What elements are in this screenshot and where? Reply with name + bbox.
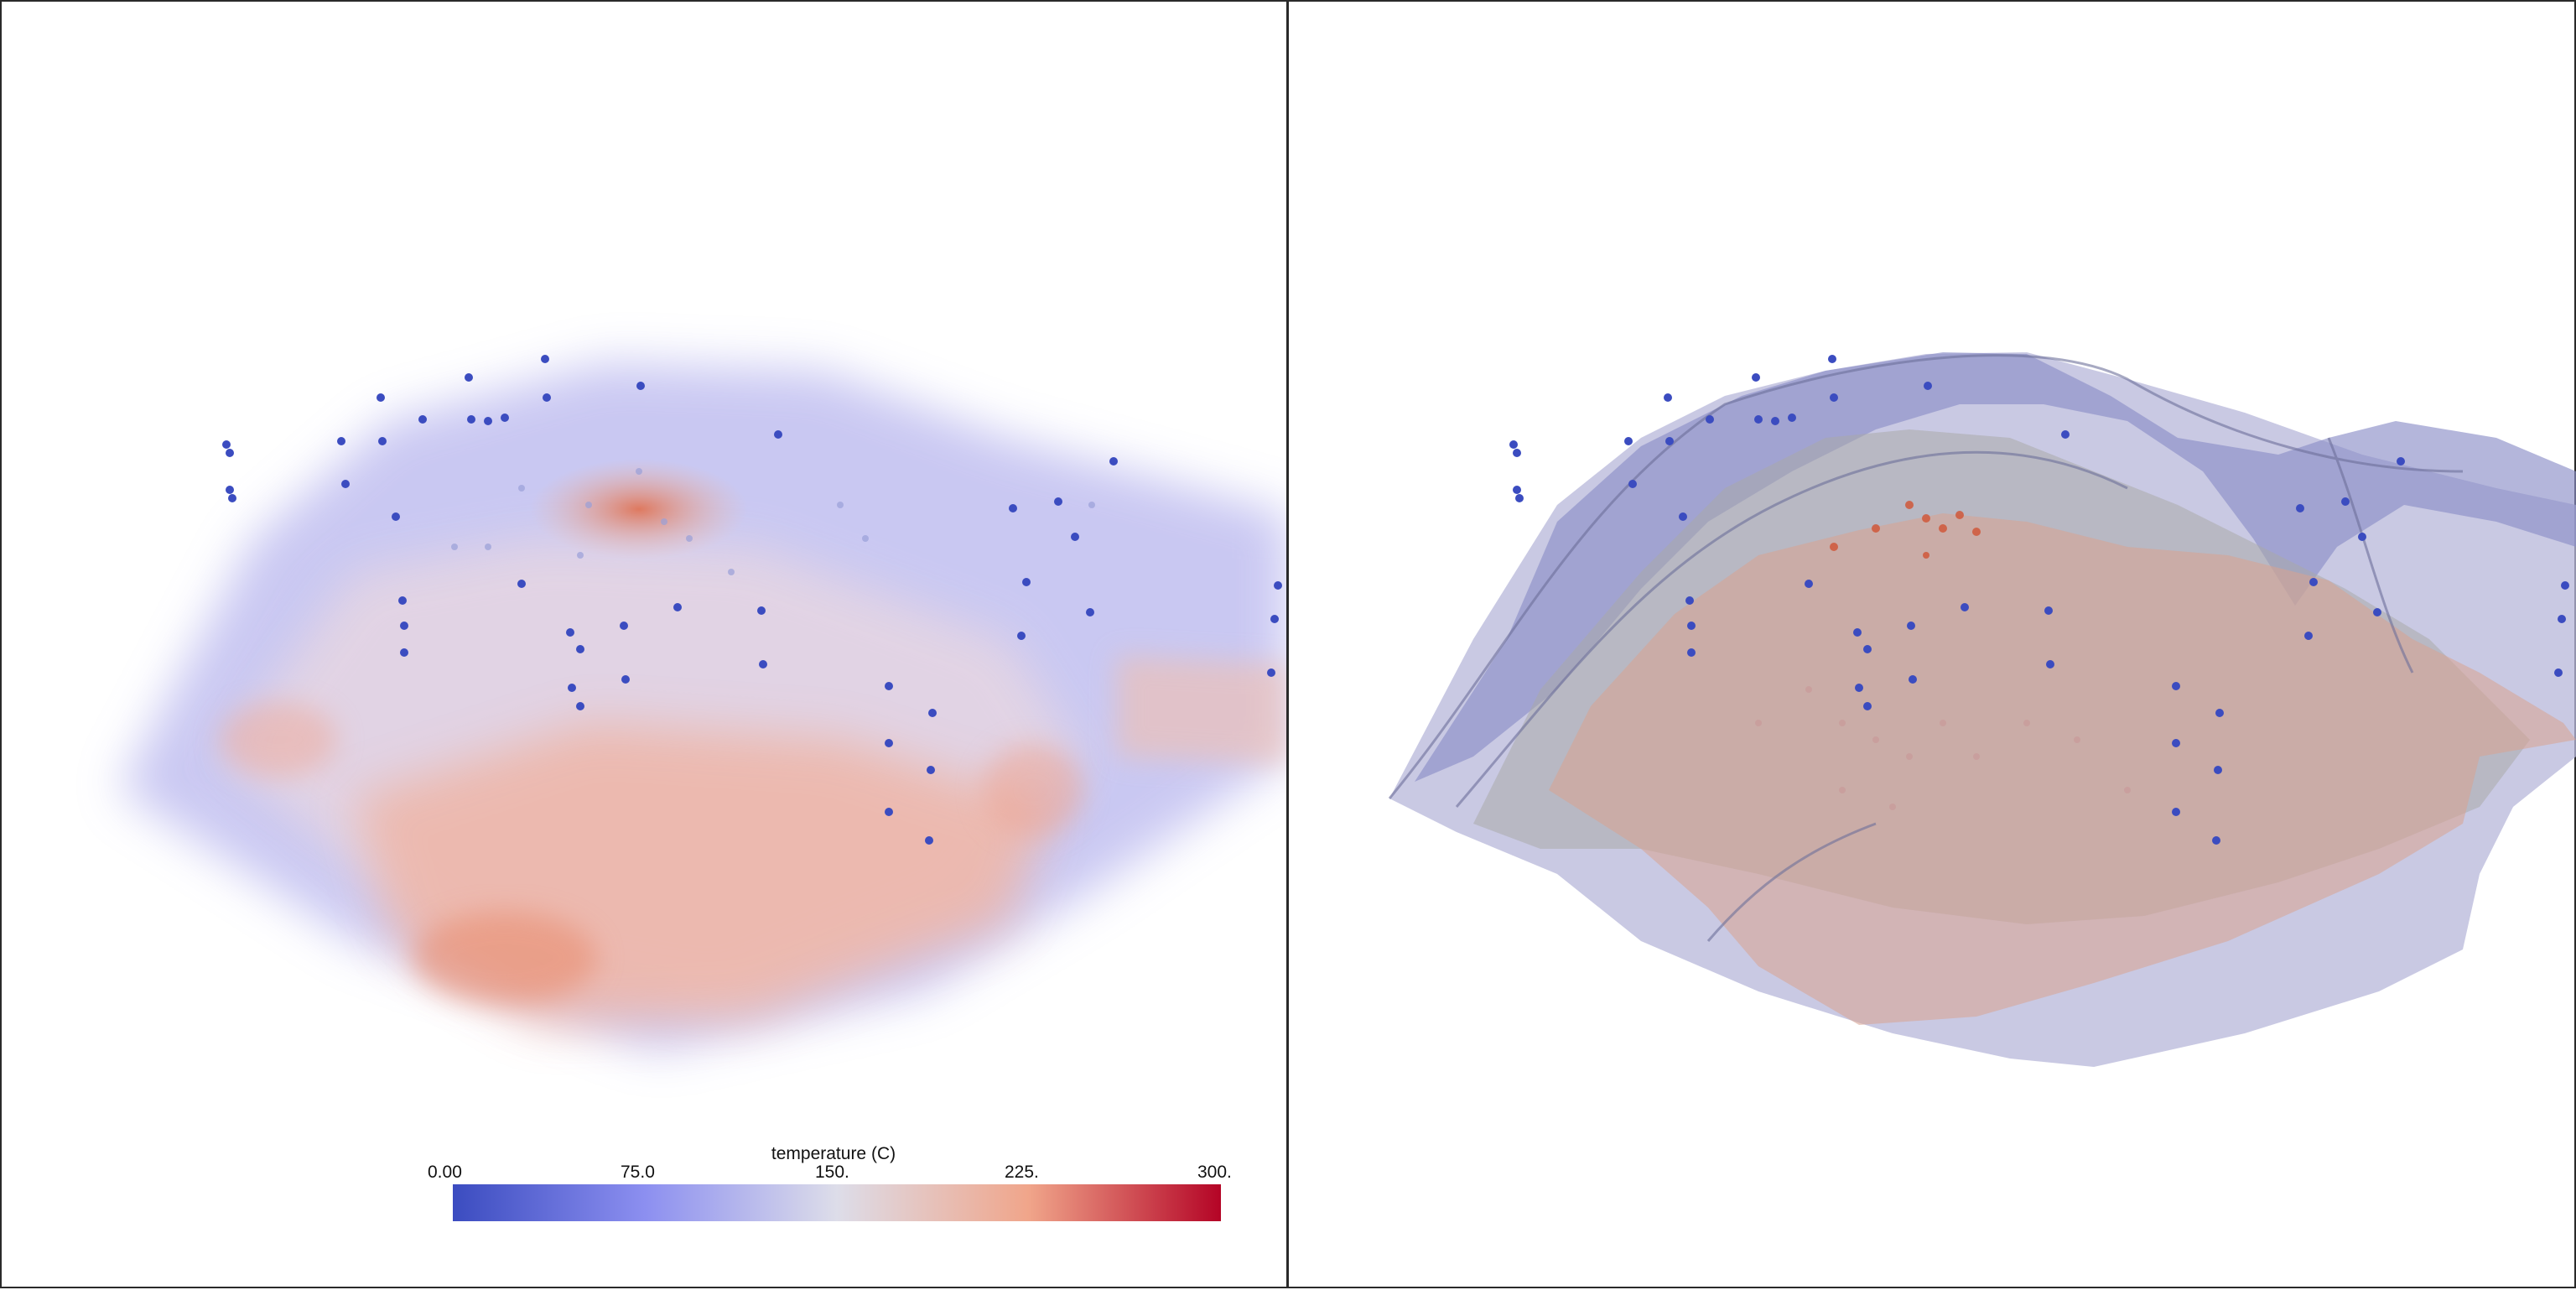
sample-points-left bbox=[222, 355, 1282, 845]
isosurface-scene bbox=[1388, 352, 2576, 1067]
scalar-bar-title: temperature (C) bbox=[771, 1144, 896, 1163]
sample-points-right bbox=[1509, 355, 2569, 845]
left-render-viewport[interactable]: temperature (C) 0.00 75.0 150. 225. 300. bbox=[0, 0, 1288, 1288]
volume-hot-spot-top bbox=[530, 459, 748, 559]
scalar-tick-1: 75.0 bbox=[621, 1163, 655, 1182]
volume-hot-spot-bottom bbox=[413, 912, 597, 1004]
volume-hot-spot-left bbox=[220, 702, 337, 778]
temperature-scalar-bar: temperature (C) 0.00 75.0 150. 225. 300. bbox=[423, 1144, 1244, 1228]
right-render-viewport[interactable] bbox=[1289, 0, 2576, 1288]
scalar-tick-3: 225. bbox=[1005, 1163, 1039, 1182]
scalar-tick-2: 150. bbox=[815, 1163, 849, 1182]
volume-hot-spot-right bbox=[983, 744, 1083, 836]
scalar-tick-4: 300. bbox=[1197, 1163, 1232, 1182]
sample-points-hot-right bbox=[1830, 501, 1981, 559]
isosurface-salmon-inner bbox=[1549, 513, 2576, 1025]
viewport-divider[interactable] bbox=[1286, 0, 1289, 1288]
sample-points-warm-right bbox=[1755, 686, 2131, 810]
volume-right-band bbox=[1117, 656, 1288, 765]
isosurface-fold-lines bbox=[1388, 354, 2464, 942]
volume-render-scene bbox=[119, 355, 1288, 1050]
isosurface-blue-arch bbox=[1415, 352, 2576, 782]
scalar-tick-0: 0.00 bbox=[428, 1163, 462, 1182]
scalar-colorbar bbox=[453, 1184, 1221, 1221]
sample-points-faded-left bbox=[451, 468, 1095, 575]
